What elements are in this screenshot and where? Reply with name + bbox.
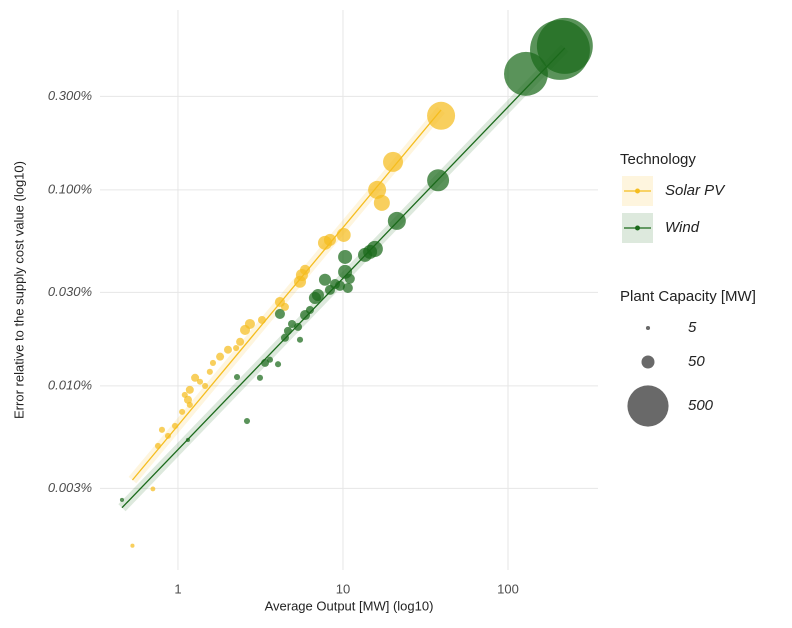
point: [366, 240, 383, 257]
y-axis-title: Error relative to the supply cost value …: [11, 161, 26, 419]
size-legend-label: 500: [688, 397, 714, 414]
point: [383, 151, 404, 172]
point: [296, 336, 304, 343]
point: [336, 227, 351, 242]
size-legend-title: Plant Capacity [MW]: [620, 288, 756, 305]
point: [338, 249, 353, 264]
point: [318, 273, 332, 286]
point: [171, 422, 179, 429]
point: [130, 543, 135, 548]
point: [209, 359, 217, 366]
point: [368, 180, 387, 199]
point: [202, 382, 209, 389]
point: [244, 318, 255, 330]
point: [181, 391, 188, 398]
x-tick-label: 100: [497, 581, 519, 596]
x-tick-label: 1: [174, 581, 181, 596]
point: [266, 356, 274, 363]
point: [334, 280, 346, 291]
fit-line: [131, 109, 442, 481]
point: [223, 345, 232, 354]
legend-title: Technology: [620, 151, 696, 168]
point: [206, 368, 213, 375]
point: [387, 211, 406, 230]
point: [150, 486, 156, 492]
point: [274, 361, 282, 368]
point: [323, 233, 337, 246]
y-tick-label: 0.010%: [48, 377, 92, 392]
point: [257, 315, 266, 324]
y-tick-label: 0.030%: [48, 284, 92, 299]
point: [536, 17, 593, 74]
y-tick-label: 0.300%: [48, 88, 92, 103]
point: [179, 408, 186, 415]
point: [280, 333, 289, 342]
legend-key-point: [635, 188, 640, 194]
point: [342, 282, 353, 294]
legend-label: Solar PV: [665, 182, 726, 199]
point: [158, 426, 166, 433]
point: [185, 437, 191, 443]
point: [280, 302, 289, 311]
x-tick-label: 10: [336, 581, 350, 596]
size-legend-key: [627, 385, 669, 427]
point: [294, 322, 303, 331]
size-legend-label: 50: [688, 353, 705, 370]
point: [185, 385, 194, 394]
point: [274, 308, 285, 319]
point: [311, 288, 324, 302]
y-tick-label: 0.003%: [48, 480, 92, 495]
point: [427, 169, 450, 192]
point: [216, 352, 225, 361]
point: [283, 326, 292, 335]
point: [300, 264, 311, 275]
point: [196, 378, 204, 385]
point: [344, 273, 355, 284]
point: [191, 373, 200, 382]
point: [154, 442, 162, 449]
size-legend-key: [641, 355, 655, 369]
legend-label: Wind: [665, 219, 700, 236]
point: [287, 319, 297, 328]
point: [261, 358, 270, 367]
point: [236, 337, 245, 346]
point: [427, 101, 456, 130]
legend-key-point: [635, 225, 640, 231]
point: [119, 497, 125, 502]
point: [233, 345, 240, 352]
size-legend-label: 5: [688, 319, 697, 336]
point: [305, 305, 314, 314]
y-tick-label: 0.100%: [48, 181, 92, 196]
point: [373, 194, 390, 211]
point: [256, 374, 264, 381]
point: [164, 432, 172, 439]
point: [186, 401, 193, 408]
x-axis-title: Average Output [MW] (log10): [265, 598, 434, 613]
point: [243, 417, 251, 425]
size-legend-key: [645, 325, 651, 331]
point: [233, 373, 241, 381]
point: [183, 395, 192, 404]
